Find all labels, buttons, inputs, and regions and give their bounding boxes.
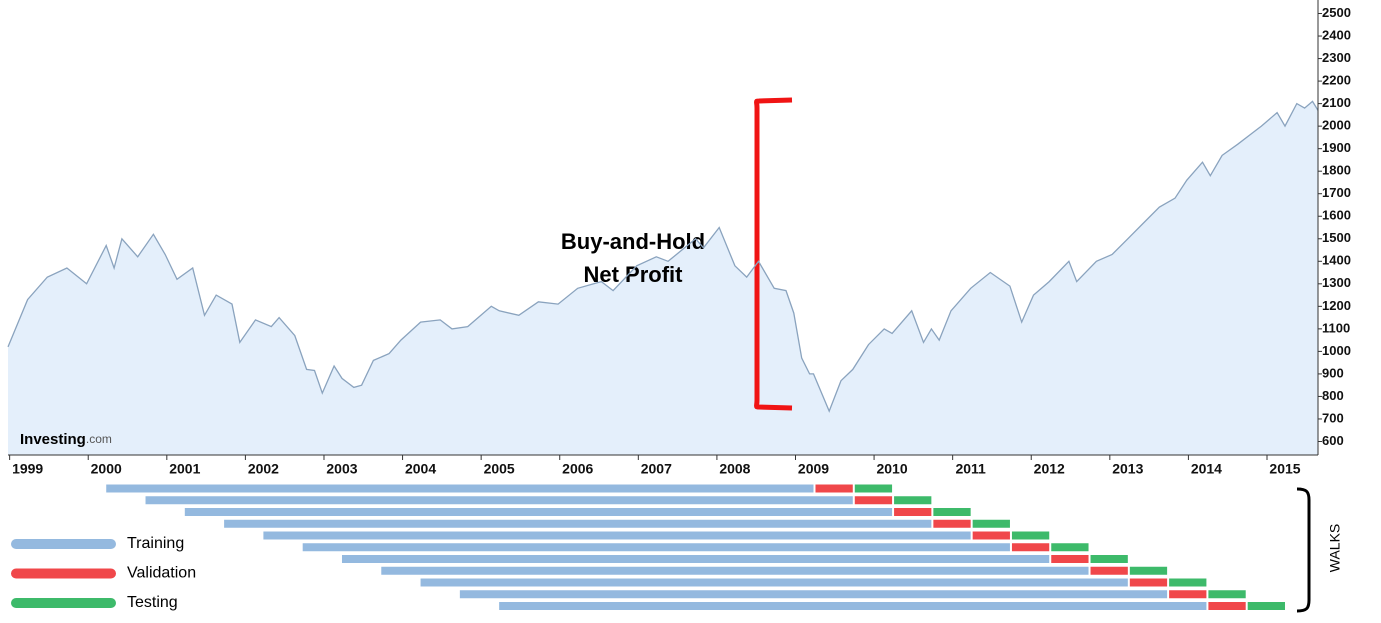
walk-bar [972, 519, 1010, 528]
y-tick-label: 1200 [1322, 298, 1351, 313]
legend-label: Training [127, 535, 184, 552]
x-tick-label: 2002 [248, 461, 279, 477]
walk-bar [1090, 566, 1128, 575]
walk-bar [224, 519, 932, 528]
y-tick-label: 900 [1322, 365, 1344, 380]
y-tick-label: 1000 [1322, 343, 1351, 358]
walk-bar [894, 496, 932, 505]
walk-bar [972, 531, 1010, 540]
walk-bar [1247, 602, 1285, 610]
y-tick-label: 1900 [1322, 140, 1351, 155]
annotation: Net Profit [584, 262, 684, 287]
legend-label: Validation [127, 565, 196, 582]
x-tick-label: 2001 [169, 461, 200, 477]
x-tick-label: 2000 [91, 461, 122, 477]
legend-label: Testing [127, 594, 178, 611]
walks-bracket [1296, 487, 1311, 613]
y-tick-label: 1600 [1322, 208, 1351, 223]
walk-bar [184, 508, 893, 516]
area [8, 101, 1318, 456]
walk-bar [1090, 555, 1128, 563]
x-tick-label: 2007 [641, 461, 672, 477]
y-tick-label: 2500 [1322, 5, 1351, 20]
walk-bar [854, 484, 893, 493]
walk-bar [894, 508, 932, 516]
walk-bar [1169, 590, 1207, 599]
y-tick-label: 1100 [1322, 320, 1350, 335]
walk-bar [854, 496, 893, 505]
walk-bar [381, 566, 1089, 575]
brand-suffix: .com [86, 432, 112, 446]
y-tick-label: 1400 [1322, 253, 1351, 268]
x-tick-label: 2008 [719, 461, 750, 477]
walk-bar [1129, 578, 1168, 587]
y-tick-label: 800 [1322, 388, 1344, 403]
x-tick-label: 2006 [562, 461, 593, 477]
walk-bar [341, 555, 1050, 563]
walk-bar [933, 508, 971, 516]
x-tick-label: 2015 [1269, 461, 1300, 477]
walk-bar [1129, 566, 1168, 575]
walks-title: WALKS [1327, 524, 1343, 573]
y-tick-label: 2000 [1322, 118, 1351, 133]
y-tick-label: 2300 [1322, 50, 1351, 65]
x-tick-label: 2009 [798, 461, 829, 477]
walk-bar [1208, 590, 1246, 599]
x-tick-label: 2013 [1112, 461, 1143, 477]
walk-bar [302, 543, 1010, 552]
walk-bar [459, 590, 1168, 599]
walk-bar [1051, 555, 1089, 563]
x-tick-label: 2014 [1191, 461, 1222, 477]
x-tick-label: 1999 [12, 461, 43, 477]
walk-bar [933, 519, 971, 528]
y-tick-label: 2400 [1322, 27, 1351, 42]
brand-name: Investing [20, 431, 86, 448]
profit-bracket [754, 97, 793, 411]
x-tick-label: 2010 [876, 461, 907, 477]
y-tick-label: 600 [1322, 433, 1344, 448]
brand: Investing.com [20, 431, 112, 448]
walk-bar [1011, 531, 1050, 540]
x-tick-label: 2011 [955, 461, 986, 477]
y-tick-label: 1800 [1322, 163, 1351, 178]
y-tick-label: 1300 [1322, 275, 1351, 290]
y-tick-label: 2200 [1322, 73, 1351, 88]
walk-bar [1208, 602, 1246, 610]
walk-bar [263, 531, 971, 540]
y-tick-label: 1700 [1322, 185, 1351, 200]
y-tick-label: 700 [1322, 410, 1344, 425]
x-tick-label: 2003 [326, 461, 357, 477]
walk-bar [106, 484, 814, 493]
walk-bar [1011, 543, 1050, 552]
x-tick-label: 2005 [484, 461, 515, 477]
walk-bar [420, 578, 1128, 587]
x-tick-label: 2012 [1034, 461, 1065, 477]
walk-bar [1051, 543, 1089, 552]
y-tick-label: 2100 [1322, 95, 1351, 110]
x-tick-label: 2004 [405, 461, 436, 477]
line [7, 100, 1319, 413]
walk-bar [499, 602, 1207, 610]
walk-bar [1169, 578, 1207, 587]
walk-bar [815, 484, 853, 493]
annotation: Buy-and-Hold [561, 229, 705, 254]
y-tick-label: 1500 [1322, 230, 1351, 245]
walk-bar [145, 496, 853, 505]
